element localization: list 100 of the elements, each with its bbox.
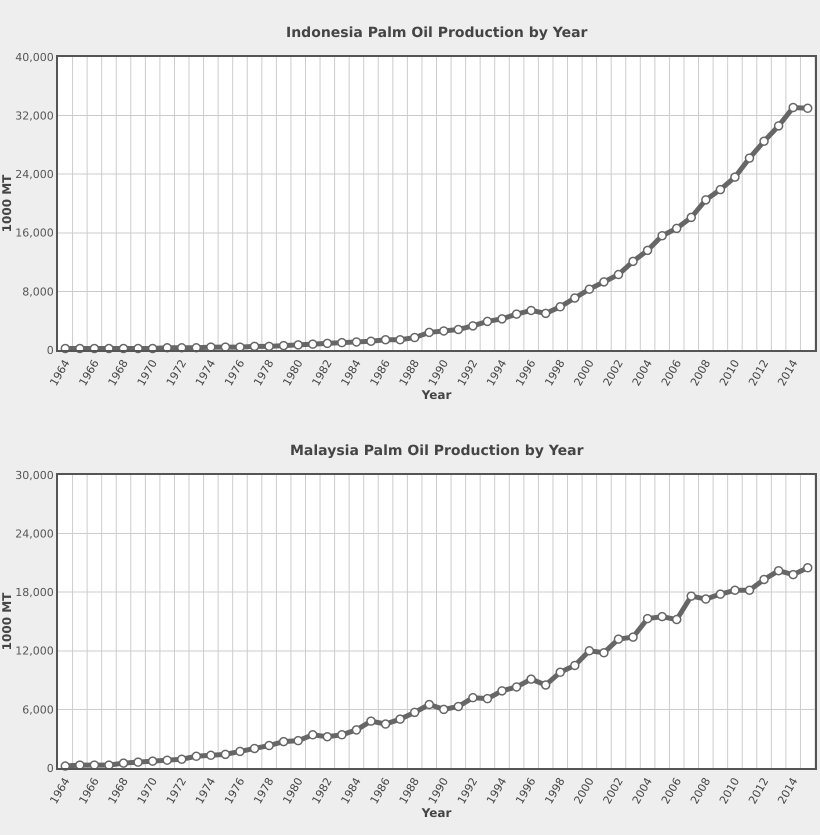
point [380,719,390,729]
point [352,337,362,347]
point [337,730,347,740]
point [642,614,652,624]
point [657,230,667,240]
point [614,634,624,644]
point [672,614,682,624]
point [672,224,682,234]
point [526,306,536,316]
point [628,256,638,266]
point [424,328,434,338]
point [759,136,769,146]
point [788,102,798,112]
point [555,668,565,678]
point [657,612,667,622]
point [118,758,128,768]
point [176,754,186,764]
point [352,725,362,735]
y-tick-label: 6,000 [22,703,54,716]
y-tick-label: 12,000 [15,644,54,658]
point [133,757,143,767]
y-axis-title: 1000 MT [0,592,14,650]
point [337,338,347,348]
point [497,686,507,696]
point [570,293,580,303]
point [278,736,288,746]
point [454,702,464,712]
point [584,284,594,294]
point [439,326,449,336]
point [366,716,376,726]
point [802,104,812,114]
x-axis-title: Year [420,388,452,402]
point [293,340,303,350]
point [774,121,784,131]
point [250,342,260,352]
point [278,340,288,350]
y-tick-label: 32,000 [15,109,54,122]
chart-title: Malaysia Palm Oil Production by Year [290,443,584,459]
point [744,153,754,163]
point [701,594,711,604]
point [322,338,332,348]
point [250,744,260,754]
point [716,589,726,599]
point [686,591,696,601]
y-tick-label: 40,000 [15,50,54,64]
point [730,172,740,182]
point [264,740,274,750]
point [599,648,609,658]
point [424,700,434,710]
point [482,694,492,704]
point [468,321,478,331]
point [206,750,216,760]
point [395,334,405,344]
point [614,270,624,280]
point [526,674,536,684]
point [540,680,550,690]
point [730,586,740,595]
point [454,324,464,334]
point [744,586,754,595]
point [642,246,652,256]
y-tick-label: 30,000 [15,468,54,482]
point [439,704,449,714]
point [410,708,420,718]
point [264,342,274,352]
chart-title: Indonesia Palm Oil Production by Year [286,25,588,41]
y-tick-label: 18,000 [15,586,54,600]
point [599,277,609,287]
point [308,339,318,349]
point [235,746,245,756]
point [192,752,202,762]
point [570,660,580,670]
point [220,750,230,760]
point [512,309,522,319]
point [759,574,769,584]
x-axis-title: Year [420,806,452,820]
y-tick-label: 0 [46,344,54,357]
point [686,212,696,222]
point [788,570,798,580]
point [322,732,332,742]
point [293,736,303,746]
point [584,646,594,656]
point [512,682,522,692]
y-tick-label: 8,000 [22,285,54,298]
point [701,195,711,205]
point [366,336,376,346]
point [497,314,507,324]
point [716,184,726,194]
point [410,332,420,342]
point [628,632,638,642]
point [162,755,172,765]
y-tick-label: 24,000 [15,168,54,182]
y-tick-label: 24,000 [15,527,54,540]
point [148,756,158,766]
y-tick-label: 16,000 [15,226,54,240]
point [774,566,784,576]
point [308,730,318,740]
point [555,302,565,312]
point [380,334,390,344]
point [482,316,492,326]
y-tick-label: 0 [46,762,54,775]
